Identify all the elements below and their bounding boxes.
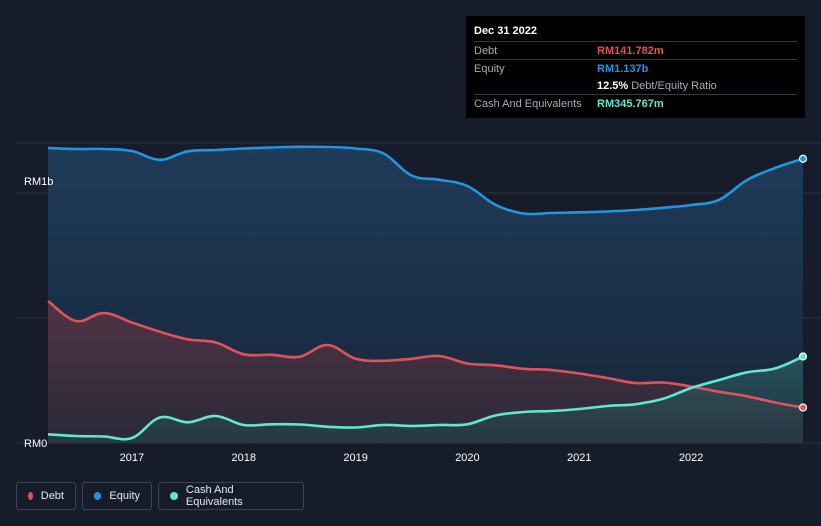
legend-item-debt[interactable]: Debt bbox=[16, 482, 76, 510]
equity-endpoint bbox=[798, 154, 808, 163]
tooltip-date: Dec 31 2022 bbox=[474, 25, 537, 37]
legend-cash-label: Cash And Equivalents bbox=[185, 484, 243, 508]
tooltip-cash-label: Cash And Equivalents bbox=[474, 97, 582, 110]
y-tick-label: RM0 bbox=[24, 438, 47, 450]
equity-line bbox=[47, 145, 804, 216]
legend-item-cash[interactable]: Cash And Equivalents bbox=[158, 482, 304, 510]
tooltip-debt-value: RM141.782m bbox=[597, 44, 664, 57]
tooltip-equity-value: RM1.137b bbox=[597, 62, 649, 75]
x-tick-label: 2017 bbox=[120, 452, 144, 464]
tooltip-cash-value: RM345.767m bbox=[597, 97, 664, 110]
cash-line bbox=[47, 355, 804, 441]
debt-line bbox=[47, 299, 804, 409]
y-tick-label: RM1b bbox=[24, 176, 53, 188]
chart-areas bbox=[48, 146, 803, 444]
cash-dot-icon bbox=[170, 492, 178, 500]
x-tick-label: 2020 bbox=[455, 452, 479, 464]
tooltip-panel: Dec 31 2022 Debt RM141.782m Equity RM1.1… bbox=[466, 16, 805, 118]
chart-endpoints bbox=[798, 154, 808, 412]
tooltip-debt-label: Debt bbox=[474, 44, 498, 57]
x-tick-label: 2021 bbox=[567, 452, 591, 464]
tooltip-equity-label: Equity bbox=[474, 62, 505, 75]
x-axis-labels: 2017 2018 2019 2020 2021 2022 bbox=[120, 452, 704, 464]
y-axis-labels: RM1b RM0 bbox=[24, 176, 53, 450]
x-tick-label: 2022 bbox=[679, 452, 703, 464]
x-tick-label: 2019 bbox=[343, 452, 367, 464]
cash-area bbox=[48, 356, 803, 443]
legend-equity-label: Equity bbox=[109, 490, 140, 502]
tooltip-row-ratio: 12.5% Debt/Equity Ratio bbox=[474, 77, 797, 94]
tooltip-row-cash: Cash And Equivalents RM345.767m bbox=[474, 94, 797, 112]
tooltip-row-equity: Equity RM1.137b bbox=[474, 59, 797, 77]
cash-endpoint bbox=[798, 352, 808, 361]
legend-debt-label: Debt bbox=[40, 490, 64, 502]
equity-dot-icon bbox=[94, 492, 102, 500]
chart-lines bbox=[47, 145, 804, 441]
tooltip-ratio-label: Debt/Equity Ratio bbox=[631, 79, 717, 92]
legend-item-equity[interactable]: Equity bbox=[82, 482, 152, 510]
tooltip-ratio-value: 12.5% bbox=[597, 79, 629, 92]
debt-dot-icon bbox=[28, 492, 33, 500]
tooltip-row-debt: Debt RM141.782m bbox=[474, 41, 797, 59]
x-tick-label: 2018 bbox=[231, 452, 255, 464]
debt-endpoint bbox=[798, 403, 808, 412]
